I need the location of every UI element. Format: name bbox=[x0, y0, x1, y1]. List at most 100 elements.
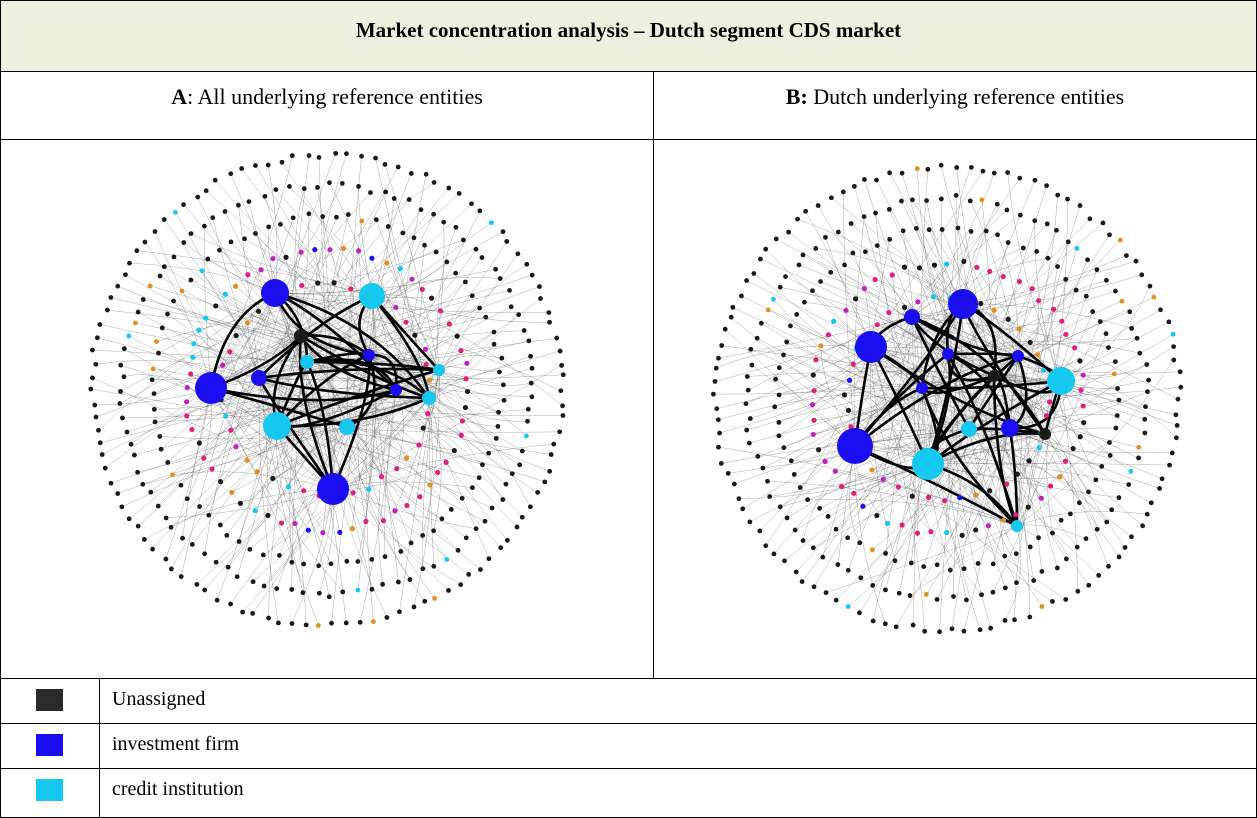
network-edge bbox=[276, 281, 466, 427]
network-node bbox=[874, 243, 880, 248]
network-edge bbox=[210, 307, 396, 389]
network-node bbox=[396, 579, 401, 585]
network-node bbox=[422, 346, 428, 352]
hub-node bbox=[317, 473, 349, 505]
network-edge bbox=[1007, 319, 1046, 435]
network-edge bbox=[815, 359, 1062, 382]
network-edge bbox=[947, 218, 1091, 355]
network-node bbox=[357, 619, 363, 625]
network-edge bbox=[368, 237, 415, 356]
hub-node bbox=[359, 283, 385, 309]
network-node bbox=[121, 346, 127, 352]
legend-swatch-cell-investment-firm bbox=[0, 723, 100, 769]
network-edge bbox=[968, 321, 1169, 430]
network-node bbox=[934, 597, 940, 602]
network-edge bbox=[951, 375, 995, 629]
network-node bbox=[368, 190, 373, 196]
network-edge bbox=[936, 427, 1011, 600]
network-node bbox=[1099, 463, 1105, 469]
network-node bbox=[818, 279, 824, 284]
network-node bbox=[428, 295, 435, 301]
network-node bbox=[1116, 397, 1122, 403]
network-node bbox=[841, 392, 848, 398]
network-node bbox=[842, 262, 847, 268]
network-edge bbox=[368, 173, 412, 356]
network-node bbox=[1005, 240, 1011, 245]
network-node bbox=[1036, 535, 1041, 541]
network-edge bbox=[889, 209, 970, 430]
network-edge bbox=[807, 499, 1018, 527]
network-node bbox=[356, 184, 361, 189]
network-edge bbox=[102, 354, 370, 455]
network-node bbox=[833, 597, 839, 603]
network-node bbox=[222, 209, 228, 214]
network-node bbox=[489, 505, 495, 511]
network-node bbox=[554, 335, 560, 341]
network-edge bbox=[276, 425, 486, 522]
network-node bbox=[524, 433, 529, 439]
network-node bbox=[776, 433, 782, 439]
network-node bbox=[883, 587, 888, 593]
network-node bbox=[953, 193, 959, 198]
network-edge bbox=[813, 316, 913, 376]
hub-node bbox=[1047, 367, 1075, 395]
network-node bbox=[1100, 220, 1106, 226]
network-node bbox=[776, 365, 782, 371]
network-edge bbox=[180, 292, 276, 577]
network-node bbox=[420, 533, 426, 538]
network-node bbox=[968, 229, 974, 234]
network-node bbox=[825, 514, 831, 519]
network-node bbox=[1012, 617, 1017, 623]
network-edge bbox=[193, 343, 308, 363]
network-edge bbox=[258, 377, 463, 499]
network-edge bbox=[129, 262, 276, 294]
network-node bbox=[528, 380, 534, 386]
network-node bbox=[1004, 481, 1010, 487]
network-edge bbox=[921, 290, 1116, 389]
network-node bbox=[265, 512, 271, 519]
network-node bbox=[811, 584, 817, 590]
network-node bbox=[845, 567, 851, 573]
network-node bbox=[498, 545, 504, 551]
network-edge bbox=[993, 310, 1012, 429]
network-edge bbox=[911, 316, 920, 534]
network-node bbox=[990, 561, 996, 567]
network-edge bbox=[923, 375, 995, 567]
network-node bbox=[1173, 435, 1179, 441]
network-node bbox=[861, 214, 867, 219]
network-node bbox=[1142, 430, 1148, 436]
network-node bbox=[1014, 471, 1020, 477]
network-node bbox=[147, 283, 153, 289]
network-node bbox=[537, 284, 542, 289]
network-edge bbox=[371, 295, 550, 323]
network-edge bbox=[853, 216, 865, 447]
network-edge bbox=[300, 239, 464, 337]
network-node bbox=[968, 164, 974, 170]
hub-node bbox=[294, 329, 308, 343]
network-edge bbox=[963, 355, 1019, 632]
network-node bbox=[126, 516, 132, 522]
network-node bbox=[1094, 267, 1100, 273]
panel-b-header: B: Dutch underlying reference entities bbox=[653, 71, 1257, 140]
network-node bbox=[813, 357, 819, 363]
network-node bbox=[327, 247, 333, 253]
network-node bbox=[499, 355, 505, 361]
network-node bbox=[913, 226, 919, 231]
network-node bbox=[463, 535, 469, 541]
network-edge bbox=[244, 238, 370, 356]
network-node bbox=[835, 229, 841, 235]
network-node bbox=[171, 298, 176, 304]
network-node bbox=[355, 559, 361, 564]
network-node bbox=[253, 231, 258, 236]
network-node bbox=[1171, 357, 1177, 363]
network-node bbox=[250, 579, 256, 585]
network-node bbox=[548, 452, 554, 457]
network-edge bbox=[386, 262, 440, 371]
network-edge bbox=[864, 288, 1018, 527]
network-edge bbox=[780, 286, 949, 355]
network-node bbox=[504, 239, 510, 244]
network-node bbox=[292, 520, 298, 527]
network-node bbox=[446, 321, 452, 327]
network-node bbox=[203, 315, 209, 321]
network-node bbox=[126, 333, 132, 339]
